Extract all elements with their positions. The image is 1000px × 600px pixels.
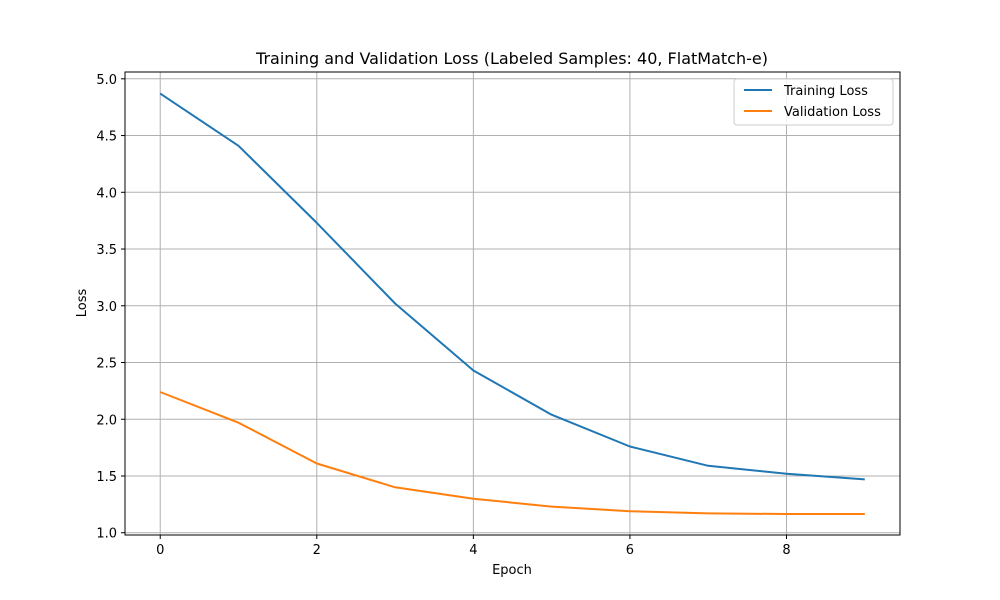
y-axis-ticks: 1.0 1.5 2.0 2.5 3.0 3.5 4.0 4.5 5.0 (96, 73, 125, 542)
x-axis-label: Epoch (492, 563, 532, 578)
x-tick-label: 8 (782, 543, 790, 558)
y-tick-label: 4.5 (96, 130, 117, 145)
series-line-training-loss (159, 92, 865, 481)
x-tick-label: 4 (469, 543, 477, 558)
grid-lines (125, 72, 900, 535)
series-lines (159, 92, 865, 515)
y-tick-label: 3.5 (96, 243, 117, 258)
y-tick-label: 1.0 (96, 527, 117, 542)
chart-title: Training and Validation Loss (Labeled Sa… (255, 49, 768, 68)
legend-label-validation-loss: Validation Loss (784, 105, 881, 120)
y-tick-label: 4.0 (96, 186, 117, 201)
y-tick-label: 2.0 (96, 413, 117, 428)
x-axis-ticks: 0 2 4 6 8 (156, 535, 791, 558)
y-tick-label: 5.0 (96, 73, 117, 88)
legend: Training Loss Validation Loss (733, 78, 894, 126)
plot-frame (124, 71, 901, 536)
y-axis-label: Loss (75, 289, 90, 318)
y-tick-label: 3.0 (96, 300, 117, 315)
x-tick-label: 6 (626, 543, 634, 558)
y-tick-label: 1.5 (96, 470, 117, 485)
series-line-validation-loss (159, 391, 865, 515)
x-tick-label: 0 (156, 543, 164, 558)
y-tick-label: 2.5 (96, 357, 117, 372)
legend-label-training-loss: Training Loss (783, 84, 868, 99)
legend-box (733, 78, 894, 126)
x-tick-label: 2 (313, 543, 321, 558)
